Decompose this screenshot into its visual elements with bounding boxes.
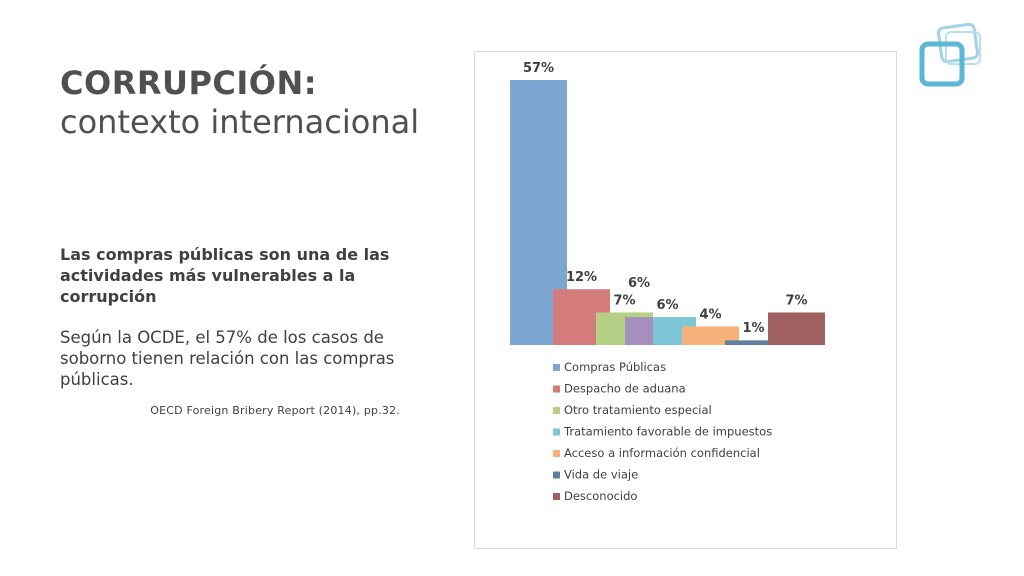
slide-title: CORRUPCIÓN: contexto internacional bbox=[60, 64, 419, 142]
legend-label-6: Vida de viaje bbox=[564, 468, 638, 482]
legend-swatch-2 bbox=[553, 385, 560, 393]
data-label-1: 57% bbox=[523, 61, 554, 76]
data-label-6: 1% bbox=[742, 321, 764, 336]
data-label-7: 7% bbox=[785, 293, 807, 308]
bar-6 bbox=[725, 340, 782, 345]
title-subtitle: contexto internacional bbox=[60, 103, 420, 141]
legend-swatch-6 bbox=[553, 471, 560, 479]
bar-purple-overlap bbox=[625, 317, 653, 345]
legend-label-1: Compras Públicas bbox=[564, 360, 666, 374]
legend-swatch-4 bbox=[553, 428, 560, 436]
source-citation: OECD Foreign Bribery Report (2014), pp.3… bbox=[150, 404, 400, 417]
legend-swatch-1 bbox=[553, 364, 560, 371]
legend-label-5: Acceso a información confidencial bbox=[564, 446, 760, 460]
legend-swatch-5 bbox=[553, 450, 560, 457]
legend-swatch-7 bbox=[553, 493, 560, 500]
legend-label-2: Despacho de aduana bbox=[564, 382, 686, 396]
lead-statement: Las compras públicas son una de las acti… bbox=[60, 245, 390, 306]
bar-5 bbox=[682, 326, 739, 345]
data-label-5: 4% bbox=[699, 307, 721, 322]
legend-label-4: Tratamiento favorable de impuestos bbox=[563, 425, 772, 439]
data-label-2: 12% bbox=[566, 270, 597, 285]
data-label-purple: 6% bbox=[628, 276, 650, 291]
bar-7 bbox=[768, 312, 825, 345]
body-text: Las compras públicas son una de las acti… bbox=[60, 244, 430, 417]
legend-label-7: Desconocido bbox=[564, 489, 637, 503]
ocde-paragraph: Según la OCDE, el 57% de los casos de so… bbox=[60, 328, 395, 389]
bar-chart-svg: 57% 12% 7% 6% 4% 1% 7% 6% Compras Públicas Despac… bbox=[510, 61, 825, 503]
legend-label-3: Otro tratamiento especial bbox=[564, 403, 712, 417]
overlapping-squares-logo-icon bbox=[919, 22, 981, 87]
data-label-4: 6% bbox=[656, 298, 678, 313]
bar-chart: 57% 12% 7% 6% 4% 1% 7% 6% Compras Públicas Despac… bbox=[474, 51, 897, 549]
legend-swatch-3 bbox=[553, 407, 560, 414]
title-bold: CORRUPCIÓN: bbox=[60, 64, 318, 102]
data-label-3: 7% bbox=[613, 293, 635, 308]
